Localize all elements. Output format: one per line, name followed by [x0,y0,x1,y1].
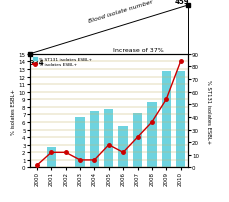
Y-axis label: % ST131 isolates ESBL+: % ST131 isolates ESBL+ [206,79,211,143]
Text: 459: 459 [174,0,189,5]
Bar [104,110,113,168]
Bar [47,147,56,168]
Text: Increase of 37%: Increase of 37% [113,47,164,53]
Text: Blood isolate number: Blood isolate number [87,0,153,24]
Y-axis label: % isolates ESBL+: % isolates ESBL+ [11,88,16,134]
Legend: % ST131 isolates ESBL+, % isolates ESBL+: % ST131 isolates ESBL+, % isolates ESBL+ [32,57,93,68]
Bar [90,111,99,168]
Bar [176,72,185,168]
Bar [162,72,171,168]
Bar [118,126,128,168]
Bar [147,102,157,168]
Text: 334: 334 [30,60,44,66]
Bar [133,114,142,168]
Bar [75,117,85,168]
